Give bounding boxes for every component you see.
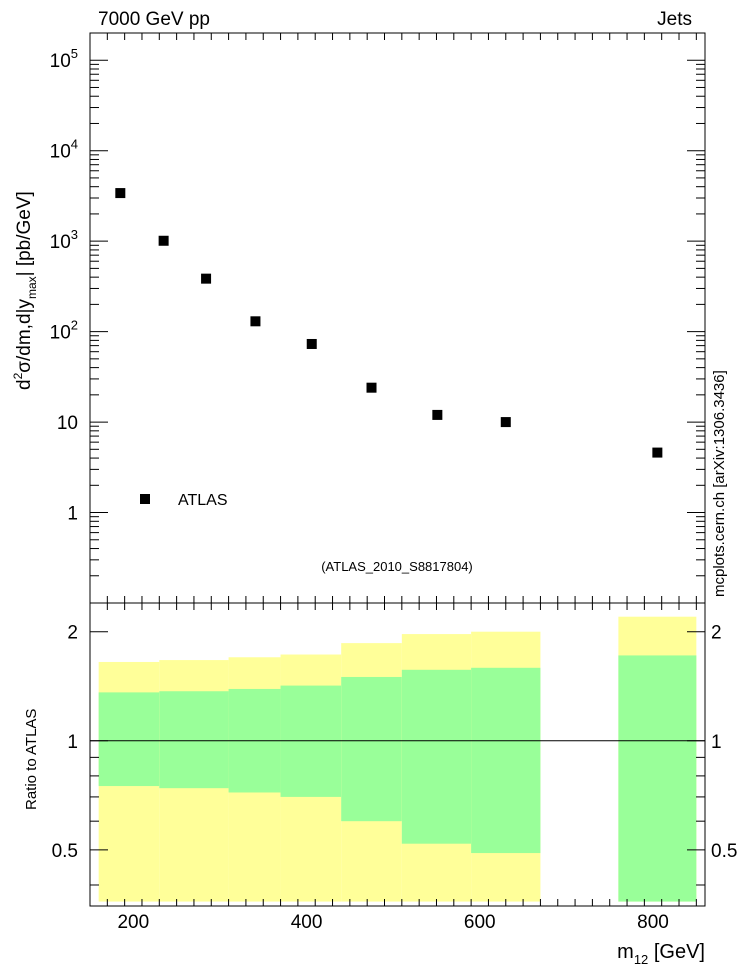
legend-label: ATLAS	[178, 492, 228, 509]
main-y-tick-label: 1	[67, 504, 78, 525]
x-tick-label: 800	[637, 912, 669, 933]
ratio-bands	[98, 616, 697, 902]
x-tick-label: 600	[464, 912, 496, 933]
main-y-tick-label: 103	[50, 227, 78, 253]
x-axis-label: m12 [GeV]	[617, 941, 705, 967]
ratio-band-inner	[98, 692, 160, 787]
ratio-y-tick-label-left: 0.5	[52, 841, 78, 862]
data-point	[158, 235, 169, 246]
energy-label: 7000 GeV pp	[98, 9, 210, 30]
data-point	[306, 338, 317, 349]
process-label: Jets	[657, 9, 692, 30]
data-point	[500, 417, 511, 428]
main-y-tick-label: 105	[50, 46, 78, 72]
ratio-plot-panel: 0.5 0.5 1 1 2 2 200 400 600 800 Ratio to ATLAS m1…	[23, 602, 738, 967]
ratio-y-tick-label-right: 1	[711, 732, 722, 753]
ratio-y-tick-label-right: 2	[711, 623, 722, 644]
main-y-tick-label: 102	[50, 318, 78, 344]
main-data-points	[115, 188, 663, 458]
ratio-band-inner	[159, 691, 229, 789]
data-point	[432, 409, 443, 420]
ratio-axis-ticks	[89, 603, 705, 906]
ratio-band-inner	[401, 669, 472, 844]
main-y-tick-labels: 1 10 102 103 104 105	[50, 46, 78, 524]
ratio-y-tick-label-left: 1	[67, 732, 78, 753]
data-point	[366, 382, 377, 393]
ratio-y-tick-label-right: 0.5	[711, 841, 737, 862]
main-y-tick-label: 10	[57, 413, 78, 434]
ratio-band-inner	[471, 667, 541, 854]
main-axis-ticks	[89, 32, 705, 604]
data-point	[250, 316, 261, 327]
data-point	[201, 273, 212, 284]
analysis-label: (ATLAS_2010_S8817804)	[321, 559, 473, 574]
ratio-band-inner	[618, 655, 697, 902]
ratio-frame	[89, 602, 706, 907]
data-point	[652, 447, 663, 458]
ratio-y-tick-label-left: 2	[67, 623, 78, 644]
main-y-axis-label: d2σ/dm,d|ymax| [pb/GeV]	[11, 191, 39, 390]
main-y-tick-label: 104	[50, 137, 78, 163]
legend-marker	[140, 494, 150, 504]
source-side-label: mcplots.cern.ch [arXiv:1306.3436]	[711, 370, 728, 597]
main-plot-panel: 1 10 102 103 104 105 (ATLAS_2010_S8817804) AT…	[11, 32, 706, 604]
ratio-tick-labels: 0.5 0.5 1 1 2 2 200 400 600 800	[52, 623, 738, 933]
ratio-y-axis-label: Ratio to ATLAS	[23, 709, 40, 810]
x-tick-label: 200	[117, 912, 149, 933]
x-tick-label: 400	[291, 912, 323, 933]
data-point	[115, 188, 126, 199]
ratio-band-inner	[341, 676, 402, 822]
